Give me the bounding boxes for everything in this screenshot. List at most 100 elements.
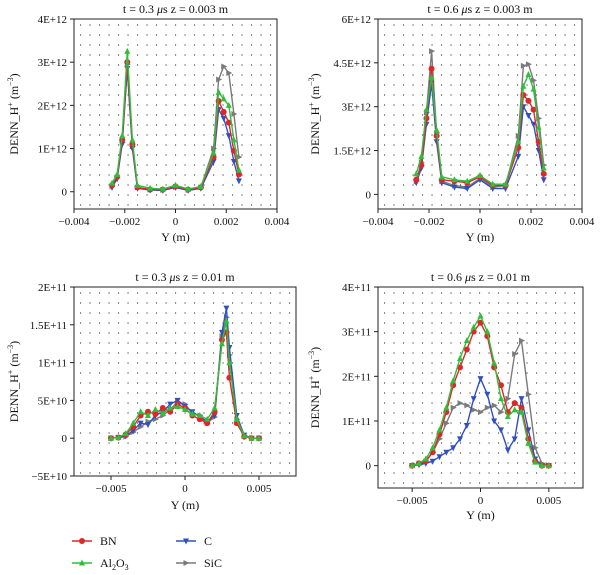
data-point-c	[219, 329, 225, 336]
data-point-sic	[429, 48, 436, 55]
x-tick-label: −0.004	[59, 216, 90, 228]
data-point-al2o3	[443, 404, 450, 411]
data-point-sic	[491, 402, 498, 409]
data-point-al2o3	[413, 170, 420, 177]
data-point-al2o3	[423, 106, 430, 113]
data-point-al2o3	[220, 95, 227, 102]
grid-dots	[384, 292, 576, 484]
data-point-al2o3	[477, 312, 484, 319]
y-tick-label: 4.5E+12	[333, 58, 371, 70]
data-point-c	[235, 178, 242, 185]
y-tick-label: 5E+10	[38, 395, 68, 407]
data-point-sic	[221, 63, 228, 70]
data-point-al2o3	[215, 88, 222, 95]
data-point-c	[484, 391, 491, 398]
data-point-al2o3	[130, 419, 137, 426]
data-point-bn	[235, 171, 242, 178]
series-line-al2o3	[111, 50, 240, 190]
data-point-c	[470, 396, 477, 403]
grid-dots	[80, 24, 272, 206]
y-tick-label: 1.5E+12	[333, 146, 371, 158]
data-point-bn	[428, 65, 435, 72]
data-point-al2o3	[124, 47, 131, 54]
data-point-al2o3	[196, 412, 203, 419]
legend-marker-al2o3	[79, 559, 85, 566]
data-point-al2o3	[433, 126, 440, 133]
data-point-al2o3	[129, 136, 136, 143]
data-point-al2o3	[108, 434, 114, 441]
data-point-sic	[450, 404, 457, 411]
data-point-sic	[231, 111, 238, 117]
data-point-bn	[525, 97, 532, 104]
data-point-c	[463, 422, 470, 429]
data-point-bn	[463, 346, 470, 353]
data-point-sic	[457, 400, 464, 407]
data-point-al2o3	[491, 359, 498, 366]
y-axis-label: DENN_H+ (m−3)	[6, 73, 21, 154]
data-point-c	[518, 396, 525, 403]
data-point-al2o3	[256, 434, 262, 441]
data-point-al2o3	[185, 185, 192, 192]
data-point-bn	[220, 108, 227, 115]
data-point-al2o3	[147, 184, 154, 191]
x-tick-label: 0.004	[265, 216, 290, 228]
x-tick-label: −0.005	[397, 495, 428, 507]
legend-marker-c	[183, 538, 189, 545]
data-point-al2o3	[235, 166, 242, 173]
data-point-sic	[216, 76, 223, 83]
data-point-al2o3	[422, 455, 429, 462]
data-point-al2o3	[525, 71, 532, 78]
data-point-sic	[520, 62, 527, 69]
y-tick-label: 1E+11	[38, 358, 67, 370]
data-point-sic	[525, 61, 532, 68]
legend: BN C Al2O3 SiC	[72, 534, 222, 572]
y-axis-label: DENN_H+ (m−3)	[307, 73, 322, 154]
data-point-bn	[477, 319, 484, 326]
data-point-al2o3	[545, 462, 552, 469]
data-point-al2o3	[457, 354, 463, 361]
y-tick-label: 1E+11	[342, 416, 371, 428]
data-point-al2o3	[134, 181, 141, 188]
x-tick-label: 0.005	[247, 483, 272, 495]
data-point-al2o3	[233, 415, 240, 422]
data-point-c	[491, 418, 498, 425]
y-tick-label: 0	[366, 461, 372, 473]
y-tick-label: 3E+12	[38, 57, 67, 69]
data-point-al2o3	[119, 132, 126, 139]
data-point-bn	[518, 404, 525, 411]
data-point-sic	[512, 351, 519, 357]
data-point-al2o3	[197, 183, 204, 190]
chart-title: t = 0.6 μs z = 0.01 m	[431, 270, 531, 284]
y-tick-label: 1E+12	[38, 144, 67, 156]
data-point-al2o3	[159, 409, 166, 416]
legend-label-bn: BN	[100, 534, 117, 548]
data-point-c	[223, 305, 230, 312]
chart-title: t = 0.3 μs z = 0.003 m	[123, 2, 229, 16]
plot-frame	[73, 18, 278, 210]
data-point-al2o3	[464, 177, 471, 184]
data-point-al2o3	[109, 179, 116, 186]
x-tick-label: 0	[173, 216, 179, 228]
data-point-al2o3	[230, 136, 237, 143]
data-point-al2o3	[504, 413, 511, 420]
data-point-al2o3	[416, 459, 422, 466]
y-tick-label: 3E+11	[342, 327, 371, 339]
chart-panel-3: −0.005 0 0.005 −5E+10 0 5E+10 1E+11 1.5E+11 2E+1…	[6, 270, 297, 512]
y-tick-label: 4E+11	[342, 282, 371, 294]
data-point-al2o3	[137, 408, 144, 415]
data-point-al2o3	[451, 176, 458, 183]
data-point-al2o3	[418, 152, 425, 159]
legend-label-c: C	[204, 534, 212, 548]
x-tick-label: 0	[182, 483, 188, 495]
data-point-al2o3	[210, 149, 217, 156]
data-point-al2o3	[436, 426, 443, 433]
data-point-c	[515, 153, 522, 160]
data-point-al2o3	[226, 359, 233, 366]
data-point-al2o3	[484, 328, 491, 335]
data-point-al2o3	[115, 433, 122, 440]
y-tick-label: 0	[366, 189, 372, 201]
data-point-sic	[138, 423, 145, 430]
data-point-al2o3	[204, 415, 211, 422]
y-axis-label: DENN_H+ (m−3)	[6, 341, 21, 422]
data-point-c	[477, 376, 484, 383]
